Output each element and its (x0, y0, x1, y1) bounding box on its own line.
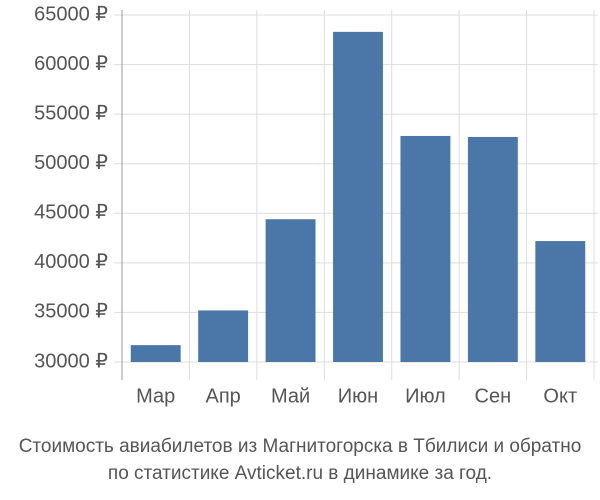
bar (265, 219, 316, 362)
y-tick-label: 45000 ₽ (34, 202, 108, 224)
bar (467, 136, 518, 362)
bar (535, 241, 586, 362)
bar (400, 135, 451, 362)
x-tick-label: Сен (475, 385, 512, 407)
x-tick-label: Май (271, 385, 310, 407)
x-tick-label: Окт (543, 385, 577, 407)
y-tick-label: 60000 ₽ (34, 53, 108, 75)
bar (130, 345, 181, 362)
x-tick-label: Июл (405, 385, 446, 407)
bar (333, 31, 383, 363)
y-tick-label: 50000 ₽ (34, 152, 108, 174)
y-tick-label: 55000 ₽ (34, 102, 108, 124)
y-tick-label: 30000 ₽ (34, 350, 108, 372)
y-tick-label: 65000 ₽ (34, 3, 108, 25)
x-tick-label: Июн (338, 385, 378, 407)
x-tick-label: Мар (136, 385, 175, 407)
x-tick-label: Апр (205, 385, 240, 407)
bar (198, 310, 249, 362)
chart-title: по статистике Avticket.ru в динамике за … (108, 463, 492, 484)
chart-title: Стоимость авиабилетов из Магнитогорска в… (19, 436, 582, 457)
y-tick-label: 35000 ₽ (34, 301, 108, 323)
y-tick-label: 40000 ₽ (34, 251, 108, 273)
